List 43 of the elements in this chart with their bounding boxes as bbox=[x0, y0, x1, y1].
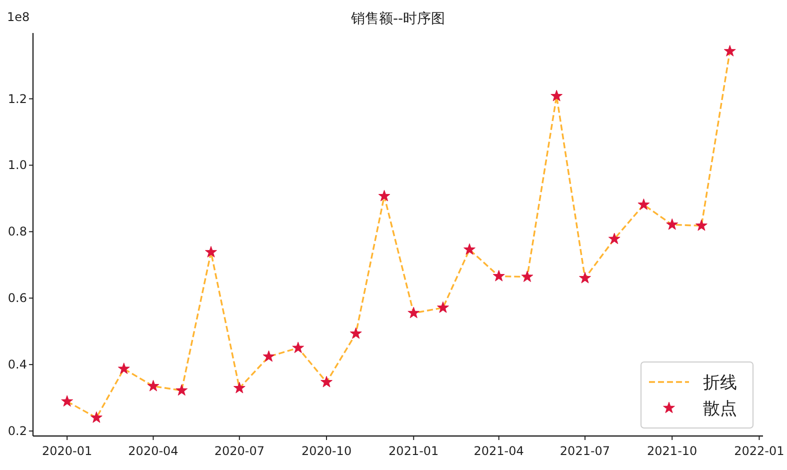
x-tick-label: 2020-01 bbox=[42, 444, 92, 458]
point bbox=[118, 362, 130, 374]
point bbox=[408, 306, 420, 318]
x-tick-label: 2020-04 bbox=[128, 444, 178, 458]
x-tick-label: 2022-01 bbox=[734, 444, 784, 458]
point bbox=[437, 302, 449, 313]
point bbox=[378, 190, 390, 202]
point bbox=[492, 270, 505, 282]
x-tick-label: 2021-10 bbox=[647, 444, 698, 458]
point bbox=[464, 243, 476, 255]
point bbox=[350, 327, 362, 339]
point bbox=[696, 219, 708, 231]
point bbox=[233, 382, 246, 394]
y-axis-title: 1e8 bbox=[7, 10, 30, 24]
point bbox=[262, 350, 275, 362]
point bbox=[608, 232, 620, 244]
point bbox=[90, 411, 102, 423]
point bbox=[147, 380, 160, 392]
y-tick-label: 1.0 bbox=[8, 158, 27, 172]
chart-title: 销售额--时序图 bbox=[350, 11, 446, 27]
point bbox=[724, 45, 736, 56]
y-tick-label: 0.8 bbox=[8, 224, 27, 239]
y-tick-label: 0.4 bbox=[8, 358, 27, 372]
point bbox=[61, 395, 74, 407]
y-tick-label: 0.2 bbox=[8, 424, 27, 438]
x-tick-label: 2021-07 bbox=[560, 444, 610, 458]
legend-label: 散点 bbox=[703, 399, 737, 419]
x-tick-label: 2020-07 bbox=[214, 444, 264, 458]
point bbox=[550, 90, 563, 102]
legend-label: 折线 bbox=[703, 373, 737, 393]
point bbox=[176, 384, 188, 396]
x-tick-label: 2021-04 bbox=[474, 444, 524, 458]
point bbox=[320, 376, 332, 388]
y-tick-label: 1.2 bbox=[8, 92, 27, 106]
point bbox=[579, 272, 591, 284]
point bbox=[205, 246, 217, 258]
point bbox=[521, 270, 534, 282]
point bbox=[292, 342, 304, 354]
x-tick-label: 2021-01 bbox=[388, 444, 439, 458]
point bbox=[666, 218, 678, 230]
x-tick-label: 2020-10 bbox=[301, 444, 352, 458]
point bbox=[638, 198, 650, 210]
y-tick-label: 0.6 bbox=[8, 291, 27, 306]
